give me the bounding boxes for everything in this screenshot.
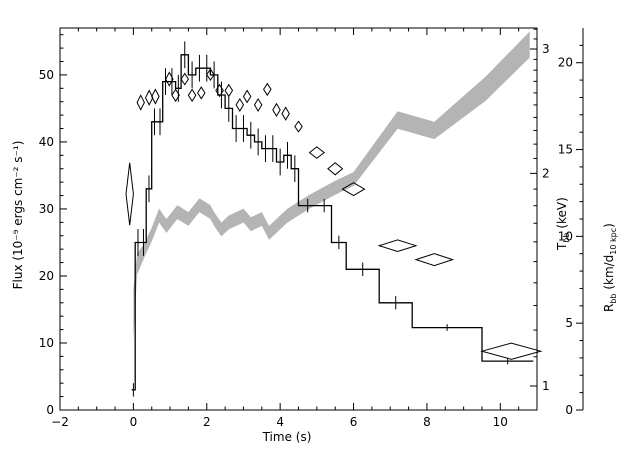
radius-tick-label-5: 5 xyxy=(565,316,573,330)
temperature-axis-label: Tbb (keV) xyxy=(555,197,571,251)
temperature-diamond-22 xyxy=(377,239,418,253)
temperature-diamond-13 xyxy=(242,89,252,104)
radius-axis-label: Rbb (km/d10 kpc) xyxy=(602,223,618,312)
temperature-diamond-17 xyxy=(281,106,290,121)
temperature-diamond-11 xyxy=(224,83,234,98)
x-tick-label-2: 2 xyxy=(203,415,211,429)
temperature-diamond-24 xyxy=(480,342,543,360)
flux-tick-label-30: 30 xyxy=(39,202,54,216)
temperature-diamond-12 xyxy=(235,97,245,112)
flux-axis-label: Flux (10⁻⁹ ergs cm⁻² s⁻¹) xyxy=(11,141,25,290)
x-tick-label-10: 10 xyxy=(493,415,508,429)
temperature-diamond-3 xyxy=(151,88,160,105)
temperature-diamond-15 xyxy=(263,82,272,97)
x-tick-label-4: 4 xyxy=(276,415,284,429)
flux-tick-label-40: 40 xyxy=(39,135,54,149)
radius-tick-label-10: 10 xyxy=(558,229,573,243)
x-tick-label-8: 8 xyxy=(423,415,431,429)
radius-tick-label-20: 20 xyxy=(558,56,573,70)
temperature-tick-label-3: 3 xyxy=(542,42,550,56)
temperature-diamond-7 xyxy=(187,88,197,103)
radius-tick-label-0: 0 xyxy=(565,403,573,417)
temperature-diamond-10 xyxy=(215,83,224,98)
temperature-diamond-6 xyxy=(180,72,189,86)
flux-tick-label-50: 50 xyxy=(39,68,54,82)
flux-tick-label-20: 20 xyxy=(39,269,54,283)
temperature-diamond-23 xyxy=(414,253,455,267)
temperature-diamond-8 xyxy=(197,86,206,100)
temperature-tick-label-2: 2 xyxy=(542,166,550,180)
temperature-diamond-14 xyxy=(253,97,263,112)
radius-tick-label-15: 15 xyxy=(558,143,573,157)
temperature-diamond-5 xyxy=(171,88,180,103)
temperature-tick-label-1: 1 xyxy=(542,379,550,393)
plot-area xyxy=(125,31,543,397)
temperature-diamond-1 xyxy=(136,94,145,111)
x-axis-label: Time (s) xyxy=(262,430,312,444)
temperature-diamond-18 xyxy=(294,120,303,133)
temperature-diamond-4 xyxy=(165,71,174,87)
flux-tick-label-0: 0 xyxy=(46,403,54,417)
temperature-diamond-16 xyxy=(272,102,281,117)
x-tick-label-6: 6 xyxy=(350,415,358,429)
temperature-diamond-19 xyxy=(308,146,326,159)
temperature-diamond-20 xyxy=(327,162,344,176)
plot-frame xyxy=(59,27,538,411)
x-tick-label--2: −2 xyxy=(51,415,69,429)
temperature-diamond-9 xyxy=(206,68,215,82)
temperature-diamond-0 xyxy=(125,162,134,226)
radius-band xyxy=(133,31,530,341)
temperature-diamond-2 xyxy=(144,89,154,106)
flux-tick-label-10: 10 xyxy=(39,336,54,350)
flux-histogram xyxy=(131,54,534,391)
x-tick-label-0: 0 xyxy=(130,415,138,429)
temperature-diamond-21 xyxy=(341,182,366,197)
